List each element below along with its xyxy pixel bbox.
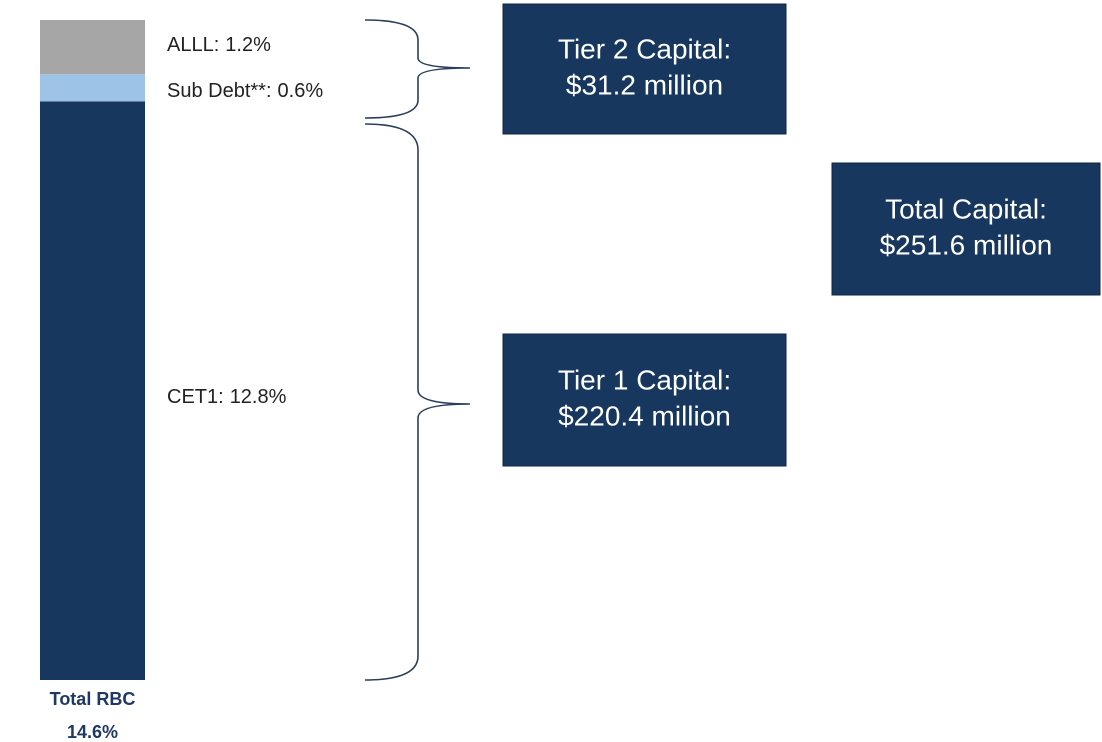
segment-name: Sub Debt**: — [167, 80, 272, 102]
callout-text: $31.2 million — [566, 69, 723, 100]
callout-text: $251.6 million — [880, 229, 1053, 260]
bar-segment — [40, 101, 145, 680]
callout-text: Total Capital: — [885, 193, 1047, 224]
callout-text: $220.4 million — [558, 400, 731, 431]
x-tick-label: Total RBC — [50, 689, 136, 709]
bar-segment — [40, 20, 145, 75]
callout-box — [502, 333, 787, 467]
segment-name: CET1: — [167, 386, 224, 408]
segment-name: ALLL: — [167, 34, 219, 56]
brace — [364, 123, 471, 681]
callout-text: Tier 2 Capital: — [558, 33, 731, 64]
segment-value: 12.8% — [230, 386, 287, 408]
bar-segment — [40, 74, 145, 102]
segment-value: 1.2% — [225, 34, 271, 56]
segment-label: ALLL: 1.2% — [167, 34, 271, 56]
callout-text: Tier 1 Capital: — [558, 364, 731, 395]
segment-value: 0.6% — [278, 80, 324, 102]
callout-box — [502, 3, 787, 135]
segment-label: CET1: 12.8% — [167, 386, 287, 408]
total-label: 14.6% — [67, 722, 118, 742]
callout-box — [831, 162, 1101, 296]
segment-label: Sub Debt**: 0.6% — [167, 80, 323, 102]
brace — [364, 19, 471, 119]
